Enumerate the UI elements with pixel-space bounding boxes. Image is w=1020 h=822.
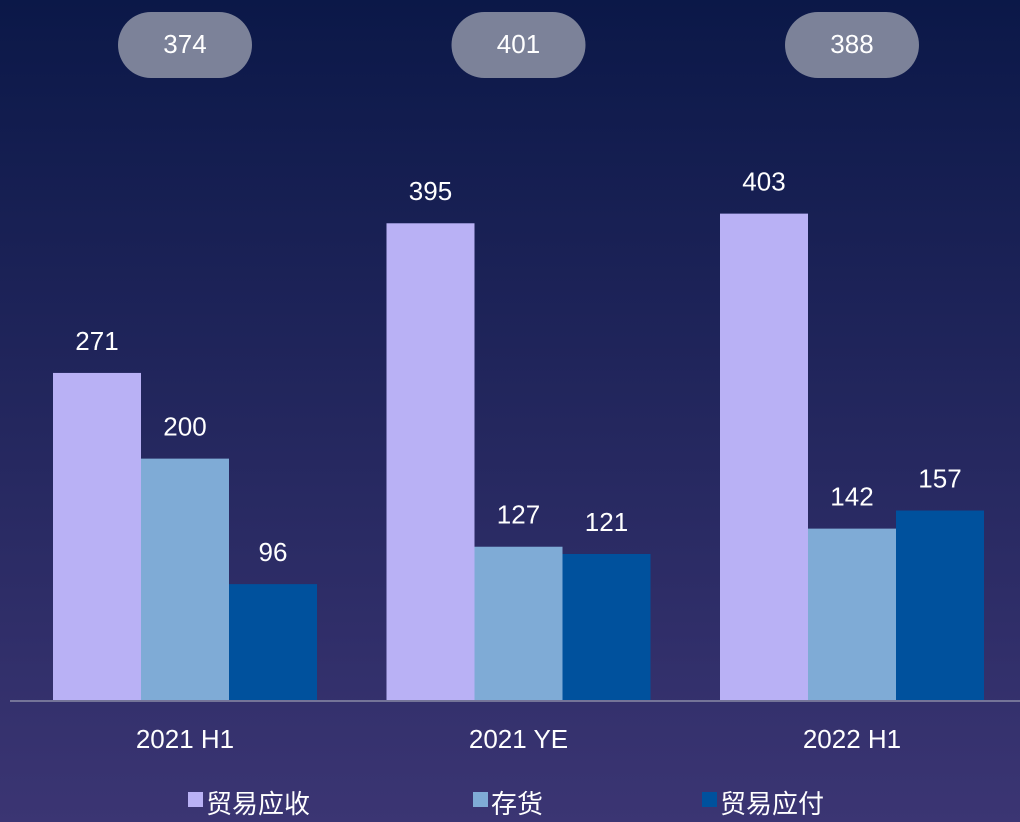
total-label: 374: [163, 29, 206, 59]
legend-swatch: [702, 792, 717, 807]
value-label: 200: [163, 411, 206, 441]
legend-swatch: [473, 792, 488, 807]
value-label: 142: [830, 481, 873, 511]
total-pill: [451, 12, 586, 78]
legend-label: 存货: [491, 789, 543, 819]
bar: [896, 510, 984, 700]
bar: [474, 546, 563, 700]
value-label: 121: [585, 507, 628, 537]
x-tick-label: 2021 H1: [136, 724, 234, 754]
bar: [720, 213, 808, 700]
legend-swatch: [188, 792, 203, 807]
x-tick-label: 2021 YE: [469, 724, 568, 754]
total-pill: [118, 12, 252, 78]
bar: [386, 223, 475, 700]
bar: [808, 528, 896, 700]
value-label: 271: [75, 326, 118, 356]
total-pill: [785, 12, 919, 78]
total-label: 388: [830, 29, 873, 59]
legend-label: 贸易应收: [206, 789, 310, 819]
bar: [141, 458, 229, 700]
x-tick-label: 2022 H1: [803, 724, 901, 754]
value-label: 395: [409, 176, 452, 206]
legend-label: 贸易应付: [720, 789, 824, 819]
total-label: 401: [497, 29, 540, 59]
value-label: 157: [918, 463, 961, 493]
value-label: 127: [497, 500, 540, 530]
bar: [53, 372, 141, 700]
value-label: 403: [742, 166, 785, 196]
value-label: 96: [259, 537, 288, 567]
bar: [562, 553, 651, 700]
bar: [229, 584, 317, 700]
